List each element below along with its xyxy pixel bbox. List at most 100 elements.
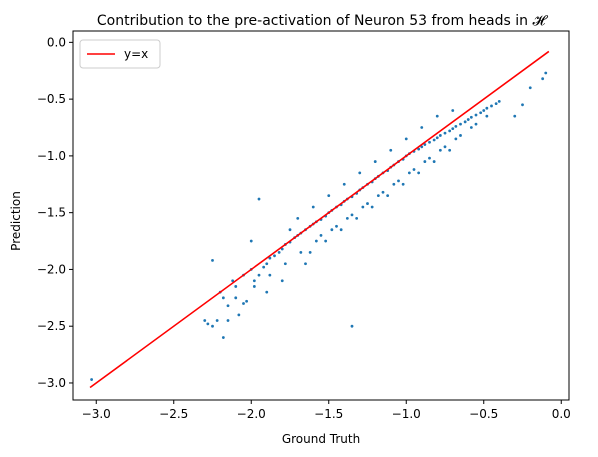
scatter-point (474, 122, 478, 126)
scatter-point (262, 265, 266, 269)
scatter-point (448, 129, 452, 133)
scatter-point (435, 114, 439, 118)
scatter-point (252, 285, 256, 288)
y-tick-label: −1.0 (37, 149, 66, 163)
scatter-point (417, 171, 421, 175)
scatter-point (459, 134, 462, 137)
scatter-point (397, 179, 400, 183)
scatter-point (454, 137, 458, 141)
scatter-point (376, 194, 380, 198)
scatter-point (423, 143, 427, 146)
scatter-point (288, 228, 292, 232)
scatter-point (90, 378, 93, 381)
scatter-point (482, 109, 486, 112)
scatter-point (265, 290, 269, 294)
scatter-point (226, 304, 230, 308)
scatter-point (438, 134, 442, 137)
scatter-point (245, 299, 249, 303)
scatter-point (203, 319, 207, 322)
scatter-point (257, 197, 261, 201)
scatter-point (231, 279, 235, 283)
scatter-point (350, 324, 354, 328)
scatter-point (451, 109, 455, 112)
scatter-point (273, 254, 276, 258)
x-axis-title: Ground Truth (282, 432, 360, 446)
scatter-point (432, 138, 436, 142)
x-tick-label: −1.5 (314, 407, 343, 421)
scatter-point (277, 251, 281, 254)
scatter-point (479, 111, 483, 115)
scatter-point (528, 86, 532, 90)
y-axis-title: Prediction (9, 191, 23, 251)
scatter-point (417, 147, 421, 151)
scatter-point (345, 216, 349, 220)
scatter-point (404, 137, 408, 141)
y-tick-label: −0.5 (37, 92, 66, 106)
scatter-point (237, 313, 241, 317)
scatter-point (335, 224, 338, 228)
scatter-point (234, 285, 238, 288)
x-tick-label: 0.0 (552, 407, 571, 421)
scatter-point (280, 279, 284, 283)
scatter-point (361, 205, 365, 209)
scatter-point (215, 319, 219, 322)
scatter-point (389, 148, 393, 152)
legend: y=x (79, 39, 161, 69)
legend-box (79, 39, 161, 69)
scatter-point (211, 324, 214, 328)
scatter-point (358, 171, 362, 175)
scatter-point (412, 168, 416, 171)
scatter-point (469, 126, 473, 129)
scatter-point (521, 103, 524, 107)
x-tick-label: −2.0 (237, 407, 266, 421)
scatter-point (443, 145, 447, 149)
scatter-point (466, 118, 470, 121)
scatter-point (386, 194, 390, 198)
scatter-point (252, 279, 256, 283)
scatter-point (319, 233, 323, 237)
y-tick-label: −2.0 (37, 262, 66, 276)
scatter-point (513, 114, 517, 118)
scatter-point (221, 336, 225, 339)
scatter-point (420, 126, 424, 129)
scatter-point (265, 262, 269, 266)
scatter-point (459, 122, 462, 126)
scatter-point (314, 239, 318, 243)
scatter-point (494, 102, 498, 106)
scatter-point (432, 160, 436, 163)
scatter-point (490, 104, 493, 108)
scatter-point (339, 228, 343, 232)
scatter-point (474, 113, 478, 117)
scatter-point (454, 124, 458, 128)
chart-title: Contribution to the pre-activation of Ne… (97, 13, 549, 29)
scatter-point (249, 239, 253, 243)
scatter-point (428, 140, 431, 144)
axis-titles: Ground Truth Prediction (9, 191, 360, 446)
scatter-point (370, 205, 374, 209)
x-tick-label: −1.0 (392, 407, 421, 421)
scatter-point (268, 256, 272, 260)
scatter-point (242, 302, 245, 305)
scatter-point (308, 251, 312, 254)
scatter-point (541, 77, 545, 81)
x-tick-label: −2.5 (159, 407, 188, 421)
identity-line (89, 50, 550, 389)
scatter-point (373, 160, 377, 163)
title-layer: Contribution to the pre-activation of Ne… (97, 13, 549, 29)
scatter-point (420, 145, 424, 149)
scatter-point (392, 182, 396, 186)
x-tick-label: −0.5 (469, 407, 498, 421)
scatter-point (304, 262, 307, 266)
scatter-point (350, 213, 354, 217)
y-tick-label: −1.5 (37, 206, 66, 220)
y-tick-label: −2.5 (37, 319, 66, 333)
scatter-point (330, 228, 334, 232)
scatter-point (485, 106, 489, 110)
scatter-point (206, 322, 210, 326)
scatter-point (327, 194, 331, 198)
scatter-point (296, 216, 300, 220)
scatter-point (311, 205, 315, 209)
plot-area (89, 50, 550, 389)
scatter-point (268, 273, 272, 277)
scatter-point (423, 160, 427, 163)
